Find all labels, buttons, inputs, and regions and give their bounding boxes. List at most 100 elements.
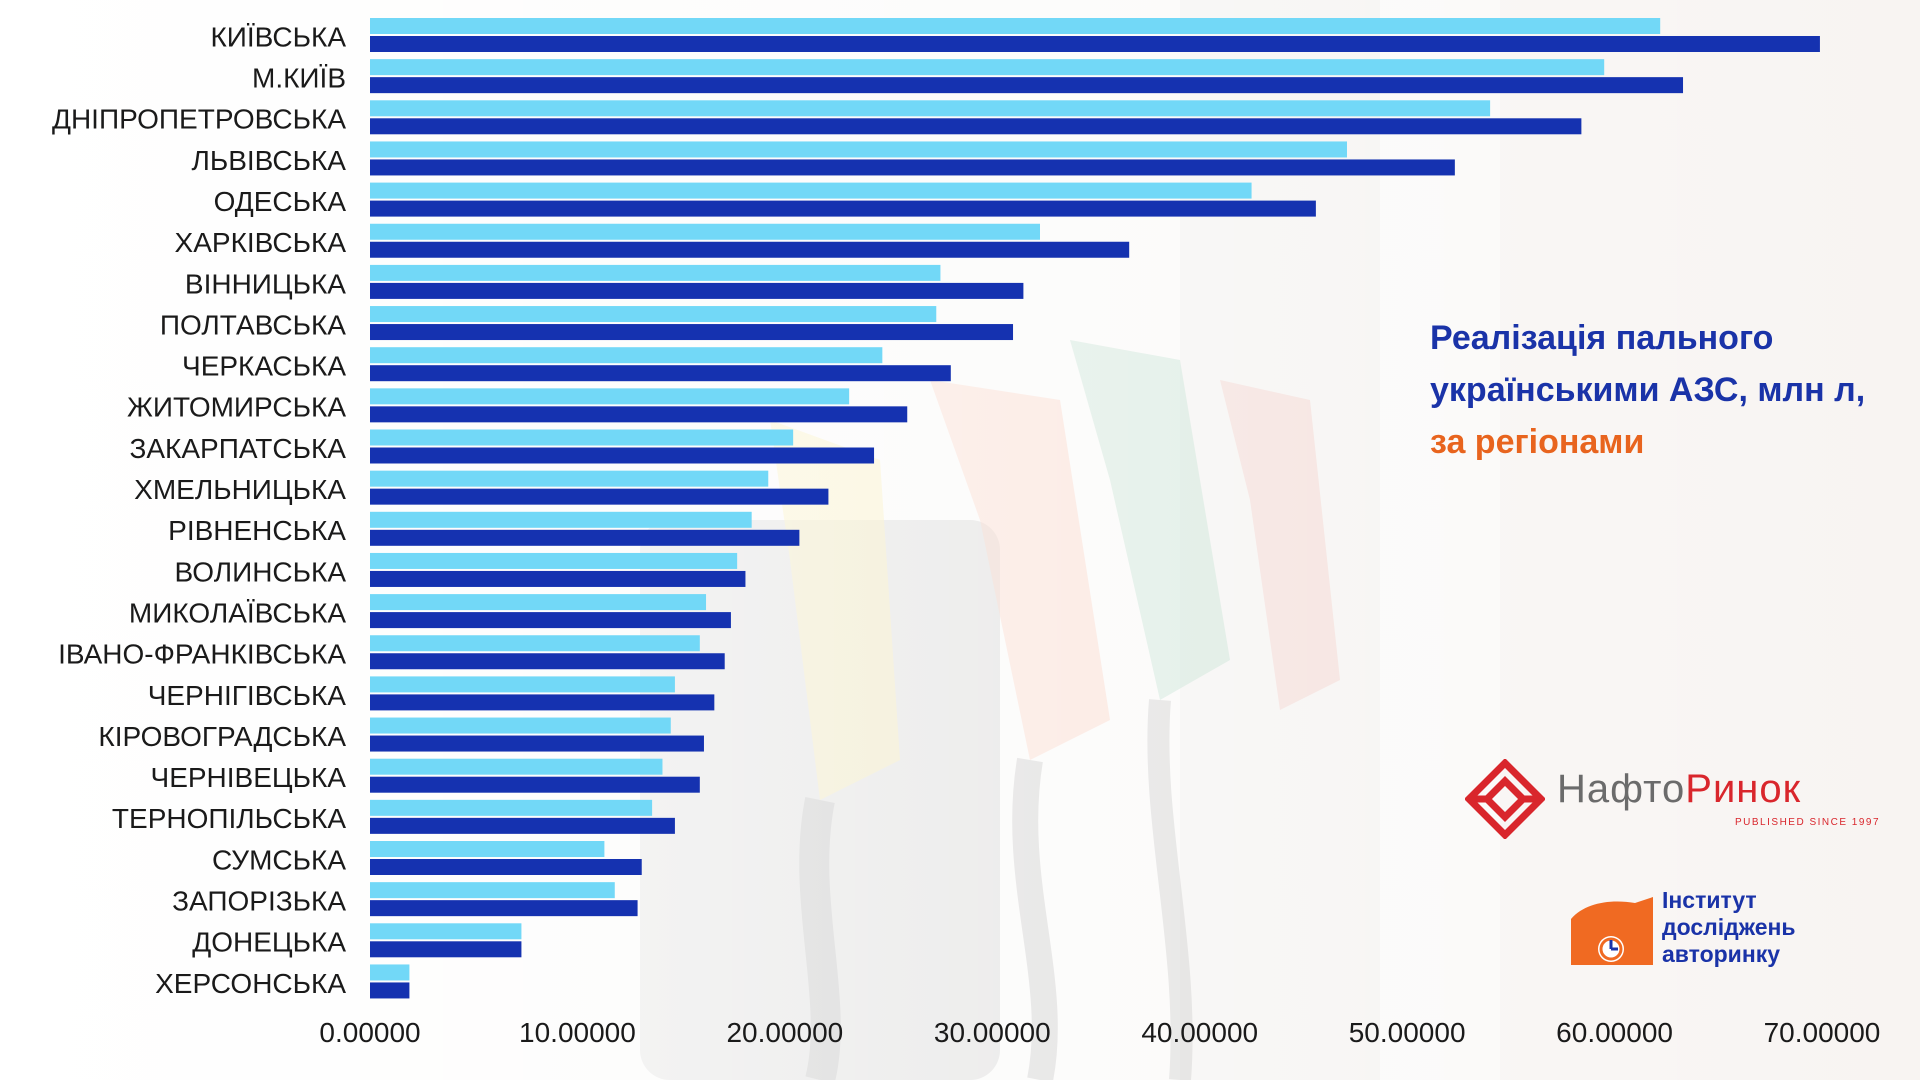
bar-dark-1 (370, 77, 1684, 94)
category-label: ВІННИЦЬКА (185, 268, 346, 299)
bar-light-5 (370, 223, 1040, 240)
naftorynok-logo: НафтоРинок PUBLISHED SINCE 1997 (1465, 755, 1895, 850)
title-line-2: українськими АЗС, млн л, (1430, 371, 1866, 409)
bar-light-19 (370, 799, 653, 816)
bar-light-20 (370, 841, 605, 857)
category-label: СУМСЬКА (212, 844, 346, 875)
category-label: ЧЕРКАСЬКА (182, 351, 346, 382)
bar-light-6 (370, 264, 941, 281)
bar-light-18 (370, 758, 663, 775)
institute-name: Інститут досліджень авторинку (1662, 887, 1796, 968)
naftorynok-emblem-icon (1465, 759, 1545, 839)
x-tick-label: 70.00000 (1764, 1017, 1881, 1048)
x-tick-label: 30.00000 (934, 1017, 1051, 1048)
institute-line-1: Інститут (1662, 887, 1757, 913)
institute-line-3: авторинку (1662, 941, 1781, 967)
x-axis-ticks: 0.00000 10.00000 20.00000 30.00000 40.00000 5… (319, 1017, 1880, 1048)
category-label: М.КИЇВ (252, 63, 346, 94)
bar-light-2 (370, 100, 1491, 117)
category-label: ЖИТОМИРСЬКА (127, 392, 346, 423)
bar-light-14 (370, 594, 707, 611)
bars-group (370, 18, 1820, 999)
x-tick-label: 40.00000 (1141, 1017, 1258, 1048)
bar-light-17 (370, 717, 671, 734)
institute-line-2: досліджень (1662, 914, 1796, 940)
x-tick-label: 10.00000 (519, 1017, 636, 1048)
category-label: ЧЕРНІГІВСЬКА (148, 680, 347, 711)
category-label: ПОЛТАВСЬКА (160, 309, 346, 340)
bar-dark-11 (370, 488, 829, 505)
category-label: КІРОВОГРАДСЬКА (98, 721, 346, 752)
x-tick-label: 50.00000 (1349, 1017, 1466, 1048)
title-line-1: Реалізація пального (1430, 319, 1774, 357)
category-label: ТЕРНОПІЛЬСЬКА (112, 803, 346, 834)
bar-light-22 (370, 923, 522, 940)
x-tick-label: 60.00000 (1556, 1017, 1673, 1048)
category-label: ДНІПРОПЕТРОВСЬКА (52, 104, 346, 135)
bar-dark-5 (370, 241, 1130, 258)
bar-dark-18 (370, 776, 700, 793)
bar-dark-2 (370, 118, 1582, 135)
naftorynok-word-main: Нафто (1557, 767, 1686, 811)
category-label: ЧЕРНІВЕЦЬКА (151, 762, 347, 793)
bar-light-3 (370, 141, 1347, 158)
bar-dark-4 (370, 200, 1316, 217)
bar-dark-12 (370, 529, 800, 546)
category-label: ЗАПОРІЗЬКА (172, 886, 346, 917)
bar-dark-15 (370, 653, 725, 670)
bar-dark-19 (370, 817, 675, 834)
bar-light-10 (370, 429, 794, 446)
chart-title: Реалізація пального українськими АЗС, мл… (1430, 312, 1900, 468)
category-label: ДОНЕЦЬКА (192, 927, 346, 958)
bar-dark-14 (370, 612, 731, 629)
category-label: РІВНЕНСЬКА (168, 515, 346, 546)
naftorynok-wordmark: НафтоРинок (1557, 767, 1801, 812)
bar-dark-22 (370, 941, 522, 958)
category-label: КИЇВСЬКА (210, 21, 346, 52)
naftorynok-tagline: PUBLISHED SINCE 1997 (1735, 817, 1881, 828)
institute-logo: Інститут досліджень авторинку (1565, 885, 1895, 995)
category-label: ХМЕЛЬНИЦЬКА (134, 474, 346, 505)
category-label: ХАРКІВСЬКА (175, 227, 347, 258)
institute-emblem-icon (1571, 897, 1653, 965)
bar-light-4 (370, 182, 1252, 199)
category-label: ВОЛИНСЬКА (174, 556, 346, 587)
bar-light-1 (370, 59, 1605, 76)
bar-light-0 (370, 18, 1661, 34)
bar-dark-7 (370, 324, 1014, 341)
bar-dark-10 (370, 447, 875, 464)
x-tick-label: 20.00000 (726, 1017, 843, 1048)
bar-light-23 (370, 964, 410, 981)
bar-dark-13 (370, 570, 746, 587)
category-label: ОДЕСЬКА (214, 186, 347, 217)
bar-light-13 (370, 552, 738, 569)
category-labels: КИЇВСЬКА М.КИЇВ ДНІПРОПЕТРОВСЬКА ЛЬВІВСЬКА О… (52, 21, 346, 998)
bar-dark-23 (370, 982, 410, 999)
bar-dark-8 (370, 365, 951, 382)
bar-dark-0 (370, 36, 1820, 52)
bar-dark-16 (370, 694, 715, 711)
bar-light-11 (370, 470, 769, 487)
x-tick-label: 0.00000 (319, 1017, 420, 1048)
bar-light-9 (370, 388, 850, 405)
bar-dark-6 (370, 282, 1024, 299)
bar-dark-21 (370, 900, 638, 917)
bar-dark-20 (370, 859, 642, 875)
bar-light-12 (370, 511, 752, 528)
category-label: ІВАНО-ФРАНКІВСЬКА (58, 639, 346, 670)
bar-dark-3 (370, 159, 1455, 176)
category-label: ЗАКАРПАТСЬКА (129, 433, 346, 464)
category-label: ХЕРСОНСЬКА (155, 968, 346, 999)
bar-light-16 (370, 676, 675, 693)
bar-dark-17 (370, 735, 704, 752)
bar-light-21 (370, 882, 615, 899)
naftorynok-word-accent: Ринок (1685, 767, 1802, 811)
category-label: МИКОЛАЇВСЬКА (129, 597, 346, 628)
bar-light-7 (370, 306, 937, 323)
category-label: ЛЬВІВСЬКА (191, 145, 346, 176)
title-line-3: за регіонами (1430, 423, 1645, 461)
bar-dark-9 (370, 406, 908, 423)
bar-light-15 (370, 635, 700, 652)
